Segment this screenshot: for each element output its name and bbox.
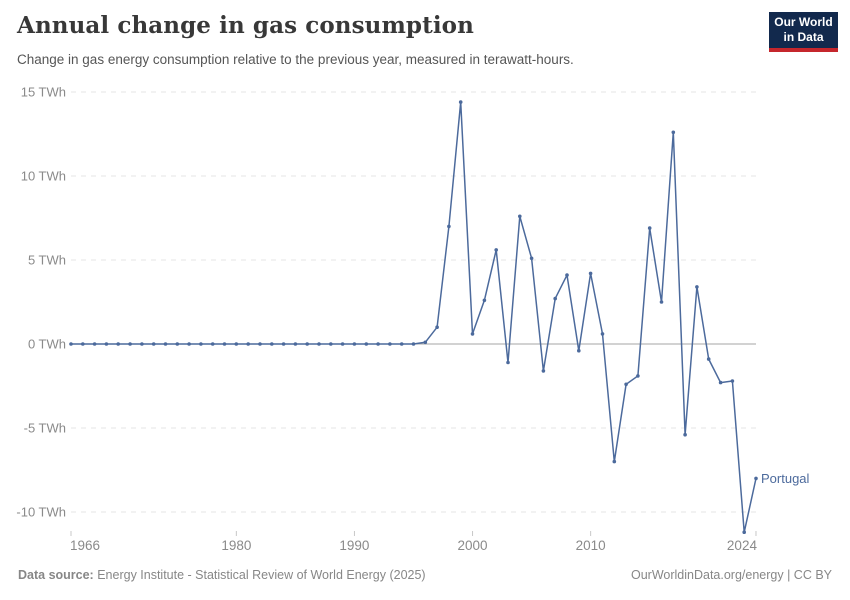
owid-logo[interactable]: Our World in Data xyxy=(769,12,838,52)
data-point[interactable] xyxy=(163,342,168,346)
data-point[interactable] xyxy=(435,325,439,330)
data-point[interactable] xyxy=(482,298,487,303)
data-point[interactable] xyxy=(293,342,298,346)
data-point[interactable] xyxy=(388,342,392,346)
data-point[interactable] xyxy=(376,342,380,346)
x-axis-label: 2024 xyxy=(727,538,758,553)
data-point[interactable] xyxy=(588,271,593,276)
data-point[interactable] xyxy=(647,226,652,230)
data-point[interactable] xyxy=(754,476,758,481)
data-point[interactable] xyxy=(411,342,416,346)
data-point[interactable] xyxy=(624,382,628,387)
x-axis-label: 2000 xyxy=(458,538,488,553)
credit-link[interactable]: OurWorldinData.org/energy | CC BY xyxy=(630,568,832,582)
data-point[interactable] xyxy=(281,342,286,346)
data-point[interactable] xyxy=(506,360,510,365)
y-axis-label: -10 TWh xyxy=(16,505,66,520)
data-point[interactable] xyxy=(671,130,676,135)
data-point[interactable] xyxy=(104,342,109,346)
data-point[interactable] xyxy=(140,342,144,346)
data-point[interactable] xyxy=(730,379,735,383)
y-axis-label: 10 TWh xyxy=(21,169,66,184)
data-point[interactable] xyxy=(175,342,180,346)
data-point[interactable] xyxy=(470,332,475,336)
data-source-value: Energy Institute - Statistical Review of… xyxy=(93,568,426,582)
data-point[interactable] xyxy=(529,256,534,261)
y-axis-label: 15 TWh xyxy=(21,85,66,100)
y-axis-label: 5 TWh xyxy=(28,253,66,268)
data-point[interactable] xyxy=(541,369,546,373)
data-point[interactable] xyxy=(423,340,428,345)
data-point[interactable] xyxy=(210,342,215,346)
data-point[interactable] xyxy=(222,342,227,346)
data-point[interactable] xyxy=(659,300,664,304)
owid-logo-line2: in Data xyxy=(783,30,824,44)
data-point[interactable] xyxy=(399,342,404,346)
data-point[interactable] xyxy=(187,342,191,346)
data-point[interactable] xyxy=(458,100,463,104)
x-axis-label: 1990 xyxy=(339,538,369,553)
data-point[interactable] xyxy=(246,342,250,346)
data-point[interactable] xyxy=(612,459,617,464)
data-point[interactable] xyxy=(151,342,156,346)
data-point[interactable] xyxy=(270,342,274,346)
data-point[interactable] xyxy=(92,342,97,346)
data-source-label: Data source: xyxy=(18,568,94,582)
data-point[interactable] xyxy=(364,342,369,346)
data-point[interactable] xyxy=(69,342,73,346)
page-title: Annual change in gas consumption xyxy=(17,12,474,39)
y-axis-label: -5 TWh xyxy=(24,421,66,436)
data-point[interactable] xyxy=(553,296,557,301)
data-point[interactable] xyxy=(494,248,499,252)
chart-footer: Data source: Energy Institute - Statisti… xyxy=(18,568,832,582)
data-point[interactable] xyxy=(518,214,522,219)
data-point[interactable] xyxy=(352,342,357,346)
y-axis-label: 0 TWh xyxy=(28,337,66,352)
page-subtitle: Change in gas energy consumption relativ… xyxy=(17,52,574,67)
owid-logo-box: Our World in Data xyxy=(769,12,838,48)
data-point[interactable] xyxy=(317,342,321,346)
series-line xyxy=(71,101,757,533)
data-point[interactable] xyxy=(636,374,640,378)
data-point[interactable] xyxy=(447,224,451,229)
series-label-portugal[interactable]: Portugal xyxy=(761,471,810,486)
x-axis-label: 1980 xyxy=(221,538,251,553)
data-point[interactable] xyxy=(329,342,333,346)
data-point[interactable] xyxy=(199,342,203,346)
data-point[interactable] xyxy=(695,285,699,289)
data-point[interactable] xyxy=(718,380,723,385)
data-point[interactable] xyxy=(340,342,345,346)
data-point[interactable] xyxy=(305,342,310,346)
owid-logo-line1: Our World xyxy=(774,15,833,29)
owid-logo-red-bar xyxy=(769,48,838,52)
data-point[interactable] xyxy=(565,273,569,277)
data-point[interactable] xyxy=(742,530,746,534)
x-axis-label: 1966 xyxy=(70,538,100,553)
data-point[interactable] xyxy=(81,342,85,346)
data-point[interactable] xyxy=(683,432,687,437)
data-point[interactable] xyxy=(577,348,581,353)
x-axis-label: 2010 xyxy=(576,538,606,553)
data-point[interactable] xyxy=(128,342,132,346)
data-point[interactable] xyxy=(234,342,239,346)
data-point[interactable] xyxy=(116,342,120,346)
data-point[interactable] xyxy=(258,342,262,346)
data-source-text: Data source: Energy Institute - Statisti… xyxy=(18,568,426,582)
data-point[interactable] xyxy=(600,332,605,336)
data-point[interactable] xyxy=(706,357,711,361)
